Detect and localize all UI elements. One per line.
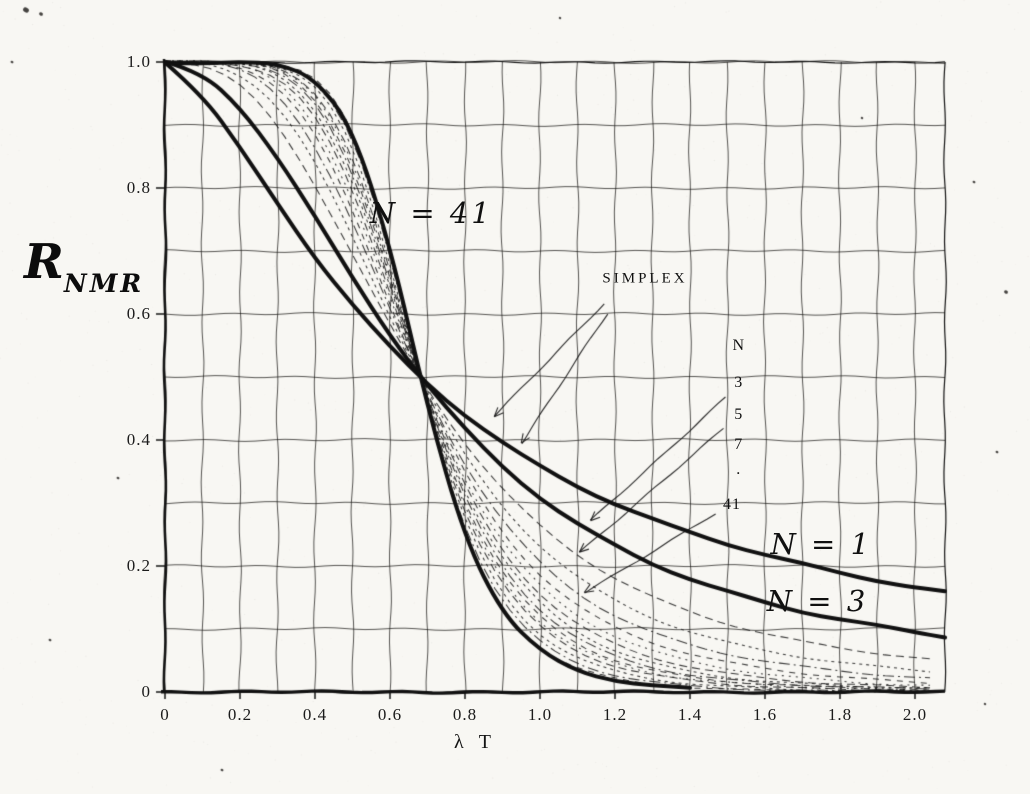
x-tick-label: 1.0 bbox=[527, 705, 553, 724]
x-tick-label: 0.4 bbox=[302, 705, 328, 724]
x-tick-label: 2.0 bbox=[902, 705, 928, 724]
y-tick-label: 1.0 bbox=[126, 52, 151, 71]
y-tick-label: 0 bbox=[141, 682, 151, 701]
x-tick-label: 0 bbox=[160, 705, 170, 724]
annotation-n-1: N = 1 bbox=[770, 526, 873, 561]
x-axis-title: λ T bbox=[454, 731, 496, 753]
x-tick-label: 0.8 bbox=[452, 705, 478, 724]
x-tick-label: 0.6 bbox=[377, 705, 403, 724]
annotation-n-3: N = 3 bbox=[766, 583, 869, 618]
y-tick-label: 0.2 bbox=[126, 556, 151, 575]
y-tick-label: 0.8 bbox=[126, 178, 151, 197]
x-tick-label: 1.2 bbox=[602, 705, 628, 724]
y-axis-title-subscript: NMR bbox=[63, 269, 145, 298]
annotation-n: N bbox=[732, 336, 746, 354]
x-tick-label: 0.2 bbox=[227, 705, 253, 724]
x-tick-label: 1.4 bbox=[677, 705, 703, 724]
annotation-3: 3 bbox=[734, 374, 744, 392]
y-tick-label: 0.6 bbox=[126, 304, 151, 323]
y-tick-label: 0.4 bbox=[126, 430, 151, 449]
x-tick-label: 1.8 bbox=[827, 705, 853, 724]
annotation-7: 7 bbox=[734, 436, 744, 454]
y-axis-title: RNMR bbox=[24, 234, 144, 298]
annotation-simplex: SIMPLEX bbox=[602, 270, 688, 287]
annotation-n-41: N = 41 bbox=[369, 196, 493, 231]
annotation-5: 5 bbox=[734, 405, 744, 423]
annotation-41: 41 bbox=[723, 495, 741, 513]
y-axis-title-main: R bbox=[24, 234, 64, 290]
annotation-dot: . bbox=[736, 461, 742, 479]
x-tick-label: 1.6 bbox=[752, 705, 778, 724]
